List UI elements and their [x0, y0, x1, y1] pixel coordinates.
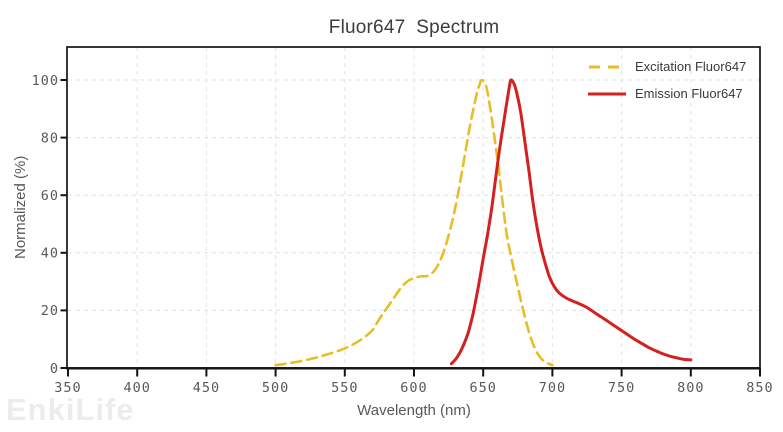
excitation-line-swatch-icon — [589, 65, 625, 68]
x-axis-title: Wavelength (nm) — [357, 402, 471, 419]
legend-label-excitation: Excitation Fluor647 — [635, 59, 747, 74]
x-tick-label-700: 700 — [539, 380, 566, 396]
x-tick-label-350: 350 — [54, 380, 81, 396]
x-tick-label-500: 500 — [262, 380, 289, 396]
x-tick-label-550: 550 — [331, 380, 358, 396]
x-tick-label-400: 400 — [124, 380, 151, 396]
emission-curve — [449, 78, 693, 366]
legend: Excitation Fluor647 Emission Fluor647 — [588, 53, 746, 107]
x-tick-label-650: 650 — [470, 380, 497, 396]
x-tick-label-800: 800 — [677, 380, 704, 396]
y-tick-label-60: 60 — [41, 188, 59, 204]
legend-label-emission: Emission Fluor647 — [635, 86, 743, 101]
y-tick-label-100: 100 — [32, 73, 59, 89]
y-tick-label-40: 40 — [41, 246, 59, 262]
y-tick-label-20: 20 — [41, 303, 59, 319]
x-tick-label-750: 750 — [608, 380, 635, 396]
y-tick-label-0: 0 — [50, 361, 59, 377]
excitation-curve — [274, 78, 554, 367]
watermark: EnkiLife — [6, 392, 135, 427]
x-tick-label-850: 850 — [746, 380, 773, 396]
y-axis-title: Normalized (%) — [12, 155, 29, 260]
emission-line-swatch-icon — [588, 92, 626, 95]
legend-item-excitation: Excitation Fluor647 — [588, 53, 746, 80]
x-tick-label-600: 600 — [400, 380, 427, 396]
legend-item-emission: Emission Fluor647 — [588, 80, 746, 107]
x-tick-label-450: 450 — [193, 380, 220, 396]
y-tick-label-80: 80 — [41, 130, 59, 146]
chart-title: Fluor647 Spectrum — [328, 17, 500, 38]
